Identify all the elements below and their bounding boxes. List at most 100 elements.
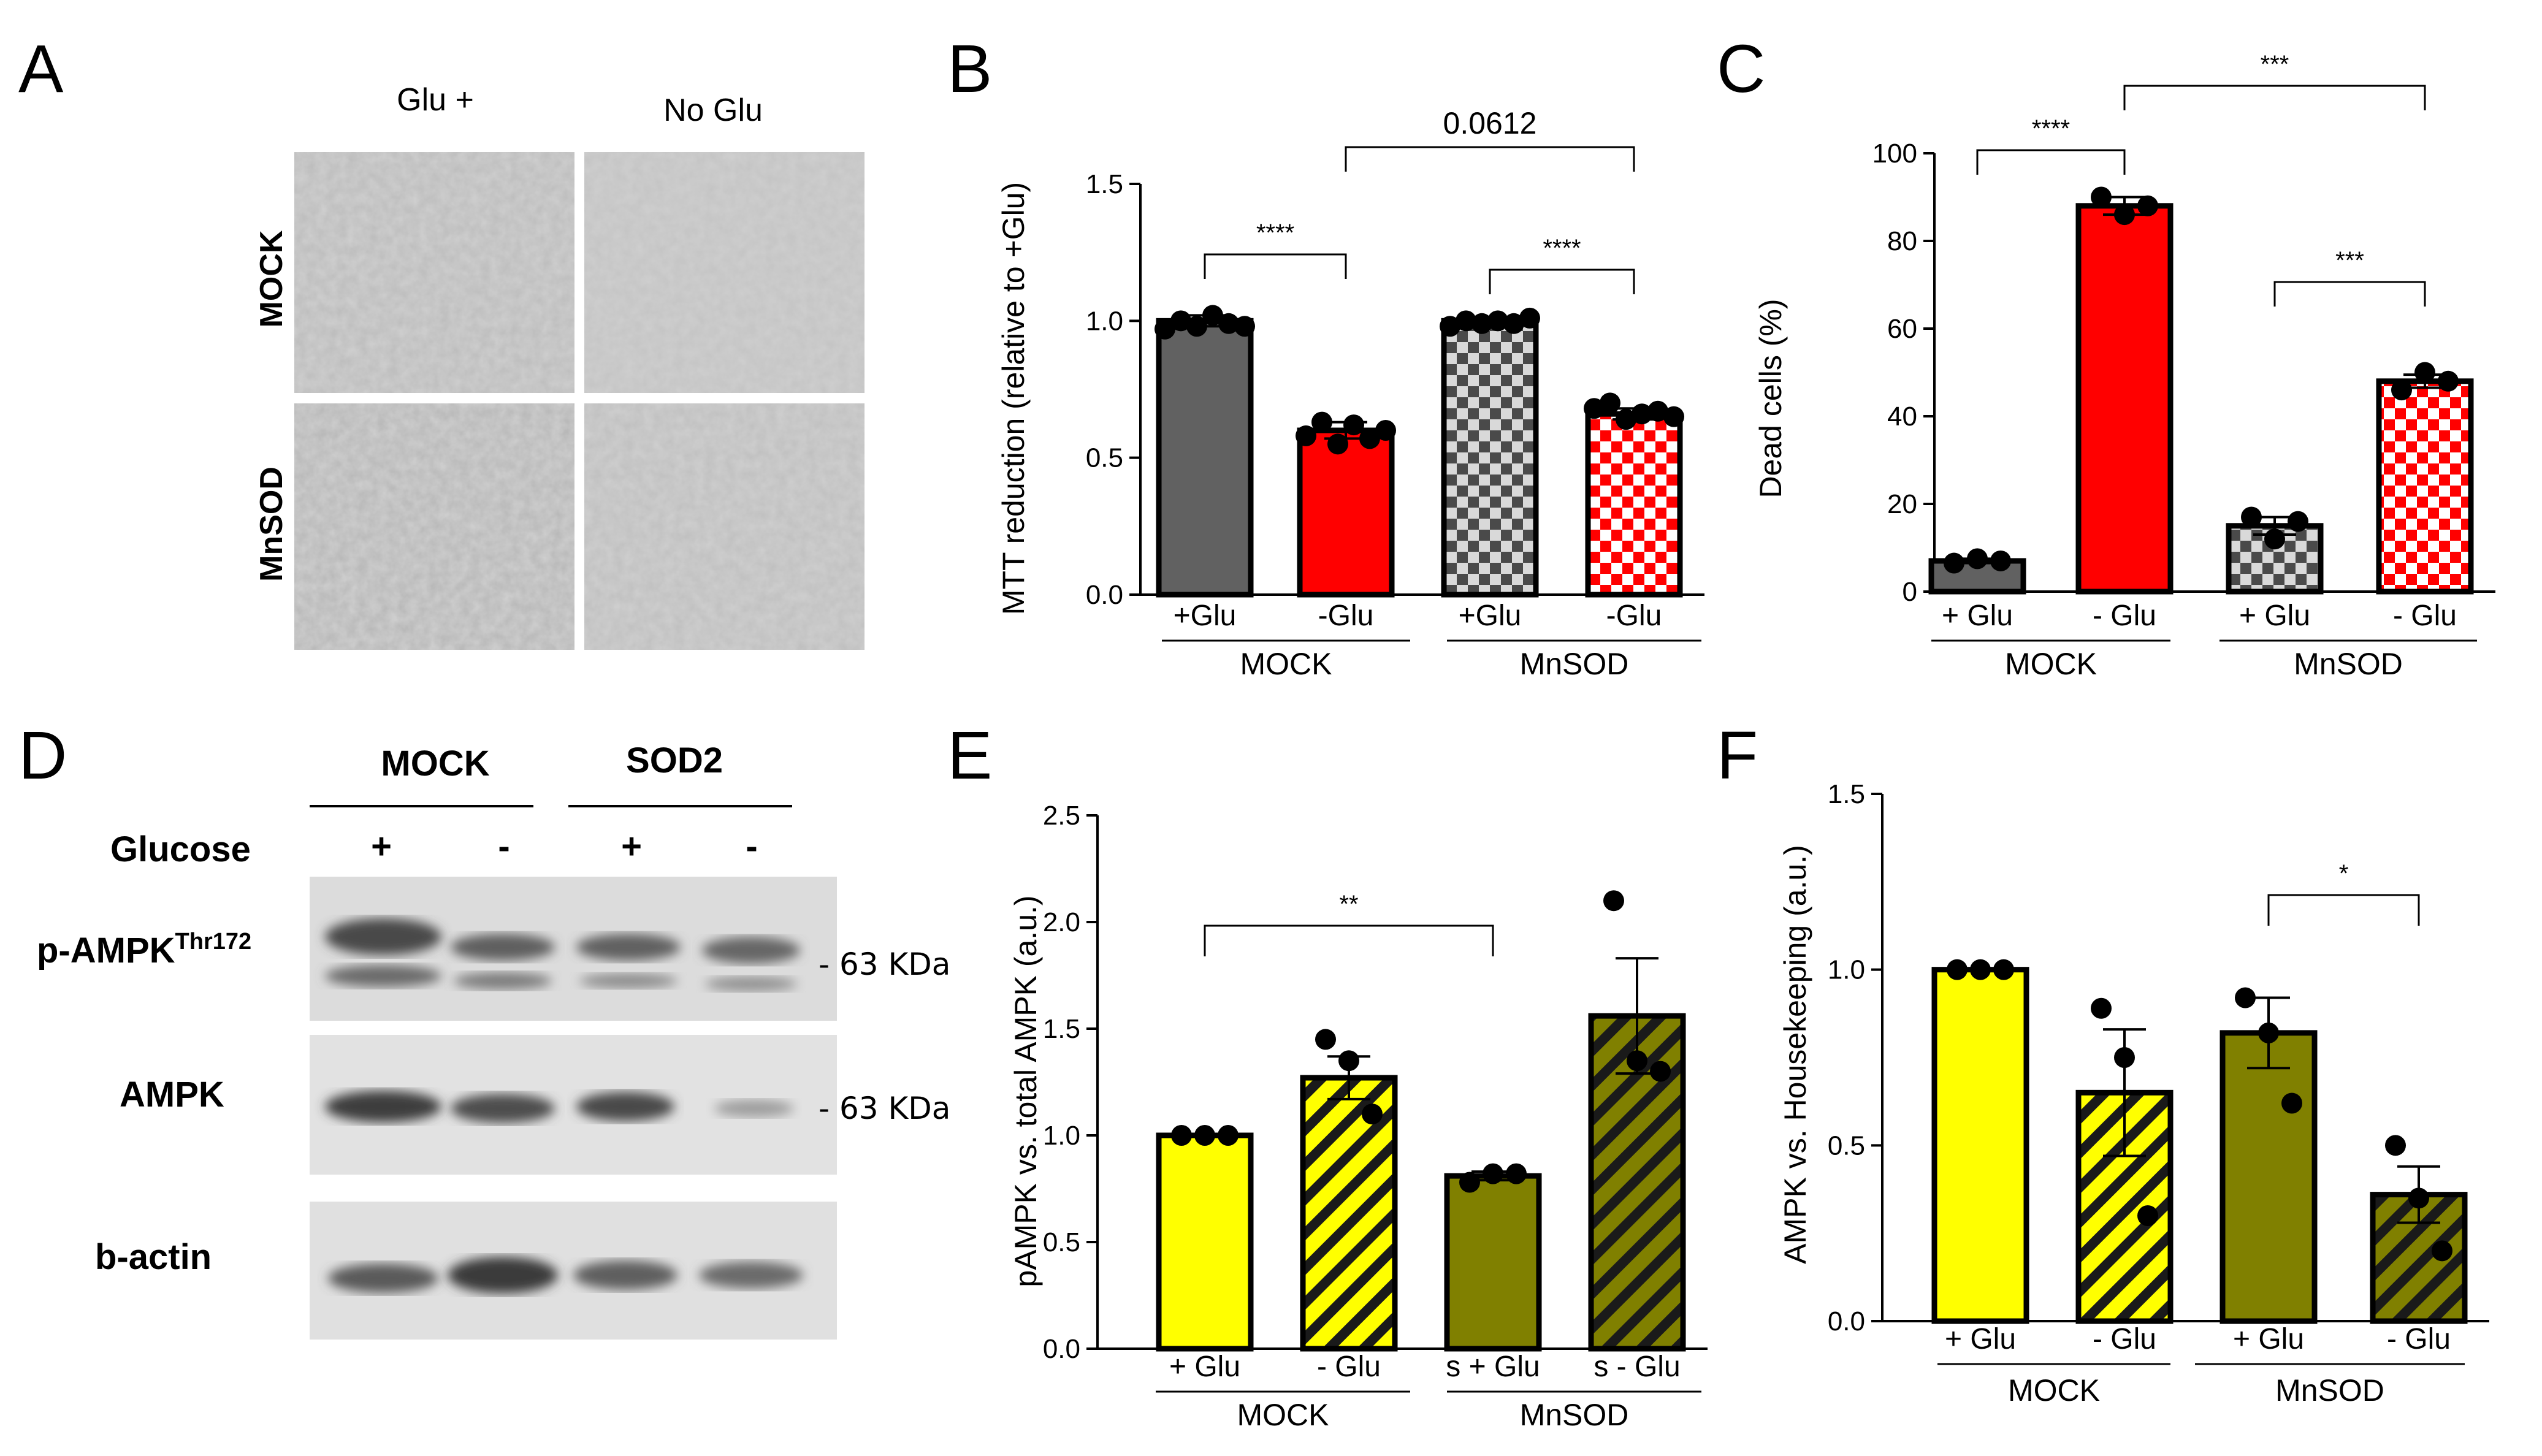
- chart-c-category-label: + Glu: [2239, 600, 2310, 632]
- chart-f-ytick-label: 0.5: [1828, 1130, 1865, 1161]
- chart-b-point: [1296, 425, 1316, 446]
- chart-b-bar: [1441, 318, 1539, 598]
- blot-ampk: [310, 1035, 837, 1175]
- chart-b-point: [1375, 420, 1396, 441]
- chart-e-point: [1171, 1125, 1192, 1146]
- panel-b-letter: B: [947, 31, 992, 107]
- chart-b-point: [1616, 409, 1636, 430]
- chart-e-significance-label: **: [1339, 891, 1358, 918]
- chart-e-group-label: MnSOD: [1520, 1398, 1629, 1432]
- chart-e-category-label: + Glu: [1169, 1351, 1240, 1383]
- chart-f-point: [1970, 959, 1991, 980]
- chart-f-point: [1947, 959, 1968, 980]
- panel-e-ylabel: pAMPK vs. total AMPK (a.u.): [1009, 895, 1043, 1287]
- chart-b-point: [1327, 433, 1348, 455]
- chart-b-point: [1202, 305, 1223, 326]
- chart-e-ytick-label: 2.5: [1043, 801, 1080, 831]
- chart-c-point: [1944, 552, 1964, 574]
- chart-e-category-label: s + Glu: [1446, 1351, 1540, 1383]
- glucose-sign-2: -: [498, 826, 510, 866]
- chart-b-point: [1487, 310, 1508, 332]
- chart-e-point: [1459, 1172, 1480, 1193]
- chart-c: 0 20 40 60 80 100 + Glu - Glu + Glu - Glu MOCK MnSO…: [1872, 51, 2495, 681]
- chart-f-group-label: MnSOD: [2275, 1373, 2384, 1408]
- chart-c-ytick-label: 20: [1887, 489, 1917, 519]
- chart-e-bracket: [1204, 924, 1494, 956]
- panel-f-letter: F: [1717, 718, 1758, 793]
- chart-c-bracket: [2123, 85, 2426, 110]
- chart-f-category-label: + Glu: [2233, 1323, 2304, 1355]
- panel-a-col-label-glu: Glu +: [397, 82, 474, 118]
- chart-b-group-label: MOCK: [1240, 647, 1332, 681]
- chart-c-bracket: [1976, 149, 2126, 175]
- chart-b-category-label: +Glu: [1459, 600, 1522, 632]
- chart-c-point: [2114, 204, 2135, 226]
- micrograph-mock-glu: [294, 152, 574, 393]
- chart-b-significance-label: ****: [1543, 235, 1581, 262]
- chart-e: 0.0 0.5 1.0 1.5 2.0 2.5 + Glu - Glu s + Glu s - G…: [1043, 801, 1708, 1432]
- chart-f-point: [2235, 987, 2256, 1008]
- panel-b-ylabel: MTT reduction (relative to +Glu): [996, 182, 1031, 615]
- chart-b-bracket: [1489, 269, 1635, 294]
- chart-b-ytick-label: 0.5: [1086, 443, 1123, 473]
- chart-b-bracket: [1204, 253, 1347, 279]
- chart-b-point: [1218, 313, 1239, 334]
- chart-c-point: [1990, 550, 2011, 571]
- chart-c-significance-label: ***: [2335, 247, 2364, 274]
- chart-f-point: [2385, 1135, 2406, 1156]
- chart-b-point: [1456, 310, 1476, 332]
- chart-b-significance-label: ****: [1256, 219, 1294, 246]
- chart-f-category-label: + Glu: [1945, 1323, 2016, 1355]
- chart-b-point: [1600, 392, 1620, 414]
- chart-c-category-label: + Glu: [1942, 600, 2013, 632]
- chart-f-group-label: MOCK: [2008, 1373, 2100, 1408]
- chart-c-ytick-label: 100: [1872, 139, 1917, 169]
- blot-group-sod2: SOD2: [626, 741, 723, 780]
- chart-b-point: [1234, 316, 1255, 337]
- chart-c-category-label: - Glu: [2093, 600, 2156, 632]
- chart-f-point: [1993, 959, 2014, 980]
- chart-c-point: [2091, 186, 2112, 208]
- chart-b-point: [1311, 411, 1332, 433]
- chart-b-point: [1647, 400, 1668, 422]
- chart-b-bracket: [1345, 146, 1635, 172]
- panel-d: D MOCK SOD2 Glucose + - + - p-AMPKThr172…: [18, 718, 950, 1340]
- chart-c-point: [2264, 528, 2285, 550]
- chart-b-point: [1519, 307, 1540, 329]
- chart-f-category-label: - Glu: [2387, 1323, 2451, 1355]
- chart-f-point: [2137, 1205, 2158, 1226]
- chart-e-point: [1506, 1163, 1527, 1184]
- chart-b-point: [1503, 313, 1524, 334]
- panel-f-ylabel: AMPK vs. Housekeeping (a.u.): [1778, 845, 1812, 1264]
- chart-e-bar: [1444, 1173, 1542, 1352]
- chart-e-category-label: - Glu: [1317, 1351, 1381, 1383]
- chart-c-bar: [2075, 203, 2174, 595]
- chart-f-point: [2114, 1047, 2135, 1068]
- chart-f-significance-label: *: [2339, 860, 2349, 887]
- chart-e-ytick-label: 1.5: [1043, 1014, 1080, 1044]
- chart-b-significance-label: 0.0612: [1443, 106, 1537, 140]
- micrograph-mnsod-glu: [294, 403, 574, 650]
- panel-b: B MTT reduction (relative to +Glu) 0.00.…: [947, 31, 1704, 681]
- chart-c-significance-label: ***: [2261, 51, 2289, 78]
- chart-c-ytick-label: 40: [1887, 402, 1917, 432]
- chart-c-point: [2241, 506, 2262, 528]
- chart-e-bar: [1156, 1132, 1254, 1352]
- blot-row-label-bactin: b-actin: [95, 1237, 212, 1277]
- chart-e-point: [1194, 1125, 1215, 1146]
- chart-c-ytick-label: 80: [1887, 226, 1917, 256]
- panel-e: E pAMPK vs. total AMPK (a.u.) 0.0 0.5 1.0 1…: [947, 718, 1708, 1432]
- chart-c-point: [2438, 370, 2459, 392]
- chart-b-point: [1343, 414, 1364, 436]
- chart-c-bracket: [2273, 281, 2426, 307]
- chart-b-point: [1440, 316, 1460, 337]
- chart-c-group-label: MnSOD: [2294, 647, 2403, 681]
- chart-b-ytick-label: 1.0: [1086, 306, 1123, 336]
- chart-e-point: [1218, 1125, 1239, 1146]
- panel-a-col-label-noglu: No Glu: [663, 93, 763, 128]
- chart-f-ytick-label: 1.0: [1828, 955, 1865, 985]
- chart-e-point: [1650, 1061, 1671, 1082]
- chart-c-ytick-label: 0: [1903, 577, 1917, 607]
- chart-b-bar: [1585, 411, 1683, 598]
